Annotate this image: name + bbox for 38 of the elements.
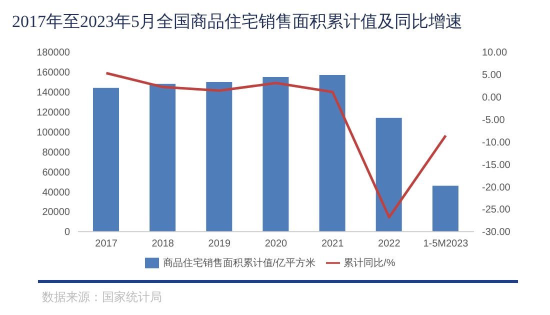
line-series (105, 72, 447, 219)
y2-tick-label: 5.00 (482, 70, 502, 82)
x-tick-label: 2021 (321, 238, 344, 250)
y-tick-label: 160000 (36, 68, 70, 79)
y-tick-label: 20000 (42, 207, 70, 218)
x-tick-label: 2017 (95, 238, 118, 250)
y2-tick-label: -5.00 (482, 114, 506, 126)
source-note: 数据来源：国家统计局 (41, 289, 163, 306)
bar (376, 118, 402, 232)
bar (319, 74, 346, 232)
legend-label: 累计同比/% (344, 258, 396, 269)
bar (262, 76, 289, 232)
chart-title: 2017年至2023年5月全国商品住宅销售面积累计值及同比增速 (11, 11, 464, 33)
y2-tick-label: -15.00 (482, 160, 511, 171)
y-tick-label: 100000 (36, 127, 70, 138)
y-tick-label: 0 (64, 227, 70, 238)
y-tick-label: 80000 (42, 147, 70, 158)
y-tick-label: 120000 (36, 107, 70, 118)
bar (432, 186, 458, 232)
x-tick-label: 1-5M2023 (423, 238, 469, 250)
y-tick-label: 40000 (42, 187, 70, 198)
y-tick-label: 60000 (42, 167, 70, 178)
x-tick-label: 2018 (152, 238, 174, 250)
y2-tick-label: -25.00 (482, 204, 511, 216)
bar (150, 84, 176, 232)
bar (206, 82, 232, 232)
y2-tick-label: 10.00 (482, 48, 508, 59)
y-tick-label: 180000 (36, 48, 70, 59)
x-tick-label: 2019 (208, 238, 231, 250)
bar (93, 88, 119, 232)
x-tick-label: 2020 (264, 238, 288, 250)
y2-tick-label: -30.00 (482, 227, 511, 238)
y2-tick-label: -20.00 (482, 182, 511, 194)
y2-tick-label: 0.00 (482, 92, 502, 104)
legend-label: 商品住宅销售面积累计值/亿平方米 (162, 258, 316, 269)
y-tick-label: 140000 (36, 87, 70, 98)
x-tick-label: 2022 (378, 238, 401, 250)
y2-tick-label: -10.00 (482, 137, 511, 148)
